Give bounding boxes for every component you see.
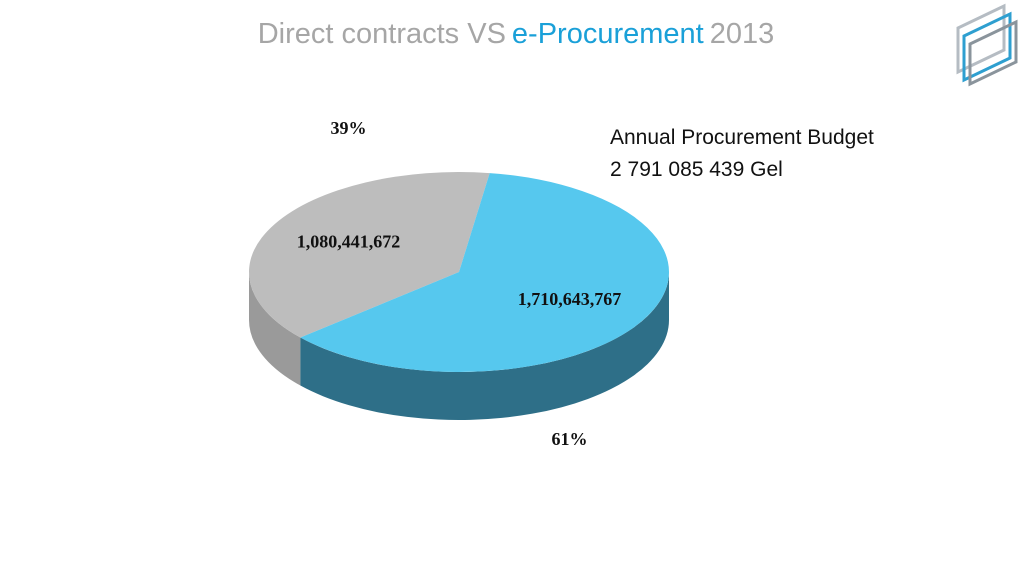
title-part: Direct contracts VS: [257, 18, 506, 50]
logo: [956, 3, 1018, 87]
annotation-line: 2 791 085 439 Gel: [610, 158, 783, 181]
slice: [300, 173, 670, 372]
slice-side: [300, 272, 669, 421]
percent-label: 61%: [551, 429, 587, 449]
value-label: 1,080,441,672: [297, 231, 401, 251]
title-part: e-Procurement: [511, 18, 704, 50]
slice-side: [249, 272, 301, 386]
value-label: 1,710,643,767: [518, 289, 622, 309]
chart-title: Direct contracts VS e-Procurement 2013: [0, 18, 1024, 51]
annotation-line: Annual Procurement Budget: [610, 126, 874, 149]
slice: [249, 172, 490, 338]
annotation: Annual Procurement Budget 2 791 085 439 …: [610, 122, 874, 186]
title-part: 2013: [709, 18, 775, 50]
percent-label: 39%: [331, 118, 367, 138]
